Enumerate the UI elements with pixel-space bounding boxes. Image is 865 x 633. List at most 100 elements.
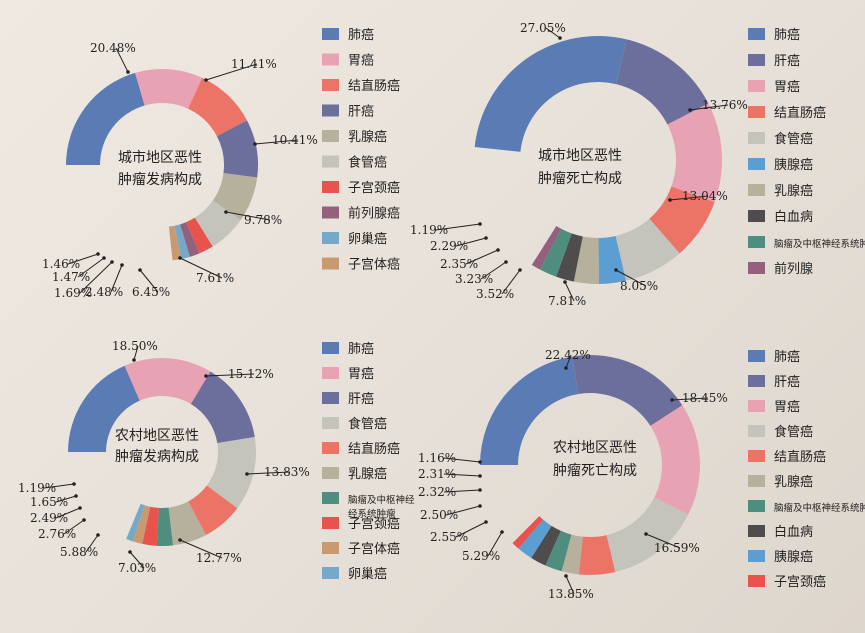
slice-乳腺癌 <box>212 173 258 220</box>
legend-label: 乳腺癌 <box>348 466 387 482</box>
slice-肝癌 <box>216 120 259 178</box>
legend-label: 肝癌 <box>774 53 800 69</box>
legend-label: 肺癌 <box>348 27 374 43</box>
legend-swatch <box>748 262 765 274</box>
data-label: 7.81% <box>548 294 586 308</box>
legend-swatch <box>322 79 339 91</box>
leader-line <box>443 457 481 463</box>
data-label: 7.61% <box>196 271 234 285</box>
legend-label: 胃癌 <box>774 399 800 415</box>
legend-swatch <box>748 500 765 512</box>
leader-line <box>205 63 258 81</box>
legend-swatch <box>748 54 765 66</box>
legend-label: 子宫颈癌 <box>348 180 400 196</box>
slice-结直肠癌 <box>188 485 238 536</box>
slice-前列腺癌 <box>180 222 200 257</box>
leader-dot <box>74 494 78 498</box>
data-label: 27.05% <box>520 21 566 35</box>
legend-swatch <box>748 450 765 462</box>
leader-line <box>487 531 503 557</box>
legend-label: 肝癌 <box>348 391 374 407</box>
leader-line <box>115 47 129 73</box>
legend-label: 胰腺癌 <box>774 157 813 173</box>
leader-line <box>435 223 481 231</box>
data-label: 9.78% <box>244 213 282 227</box>
leader-line <box>565 354 572 369</box>
data-label: 1.65% <box>30 495 68 509</box>
legend-label: 肺癌 <box>348 341 374 357</box>
data-label: 11.41% <box>231 57 277 71</box>
legend-swatch <box>322 130 339 142</box>
leader-dot <box>178 256 182 260</box>
slice-结直肠癌 <box>649 186 715 254</box>
leader-line <box>480 261 507 280</box>
slice-肺癌 <box>474 35 627 152</box>
leader-dot <box>478 474 482 478</box>
legend-label: 胃癌 <box>348 366 374 382</box>
legend-swatch <box>748 132 765 144</box>
slice-子宫颈癌 <box>186 217 213 254</box>
leader-dot <box>96 252 100 256</box>
leader-dot <box>478 504 482 508</box>
legend-swatch <box>322 442 339 454</box>
legend-label: 食管癌 <box>348 416 387 432</box>
leader-dot <box>670 398 674 402</box>
legend-swatch <box>322 181 339 193</box>
leader-dot <box>500 530 504 534</box>
leader-line <box>671 397 709 401</box>
legend-label: 子宫体癌 <box>348 541 400 557</box>
legend-swatch <box>748 210 765 222</box>
leader-line <box>443 489 481 493</box>
slice-卵巢癌 <box>126 503 145 542</box>
data-label: 1.69% <box>54 286 92 300</box>
leader-line <box>455 521 487 538</box>
slice-肝癌 <box>572 355 683 426</box>
legend-swatch <box>322 206 339 219</box>
slice-肝癌 <box>190 371 255 444</box>
leader-line <box>225 211 271 221</box>
slice-前列腺 <box>531 225 562 270</box>
leader-line <box>67 253 99 265</box>
leader-dot <box>478 460 482 464</box>
legend-swatch <box>748 28 765 40</box>
slice-乳腺癌 <box>561 534 583 575</box>
data-label: 7.03% <box>118 561 156 575</box>
data-label: 6.45% <box>132 285 170 299</box>
data-label: 20.48% <box>90 41 136 55</box>
data-label: 13.83% <box>264 465 310 479</box>
legend-label: 乳腺癌 <box>348 129 387 145</box>
leader-line <box>445 505 481 516</box>
data-label: 2.29% <box>430 239 468 253</box>
slice-白血病 <box>556 233 583 282</box>
legend-label: 胃癌 <box>774 79 800 95</box>
slice-食管癌 <box>615 218 680 281</box>
data-label: 10.41% <box>272 133 318 147</box>
legend-label: 经系统肿瘤 <box>348 508 396 520</box>
leader-dot <box>96 533 100 537</box>
slice-结直肠癌 <box>578 535 616 575</box>
chart-title-line: 肿瘤发病构成 <box>118 171 202 188</box>
slice-胃癌 <box>135 69 203 109</box>
leader-line <box>205 373 255 377</box>
legend-swatch <box>748 350 765 362</box>
slice-肝癌 <box>616 39 709 125</box>
slice-食管癌 <box>194 200 241 247</box>
leader-dot <box>688 108 692 112</box>
legend-swatch <box>748 80 765 92</box>
data-label: 16.59% <box>654 541 700 555</box>
data-label: 3.52% <box>476 287 514 301</box>
data-label: 1.19% <box>410 223 448 237</box>
legend-label: 乳腺癌 <box>774 183 813 199</box>
legend-swatch <box>322 417 339 429</box>
legend-swatch <box>322 257 339 270</box>
data-label: 2.31% <box>418 467 456 481</box>
slice-肺癌 <box>66 72 145 165</box>
legend-swatch <box>748 425 765 437</box>
slice-白血病 <box>531 525 561 566</box>
slice-乳腺癌 <box>573 236 599 284</box>
leader-line <box>443 473 481 477</box>
slice-结直肠癌 <box>188 77 247 137</box>
legend-swatch <box>748 158 765 170</box>
